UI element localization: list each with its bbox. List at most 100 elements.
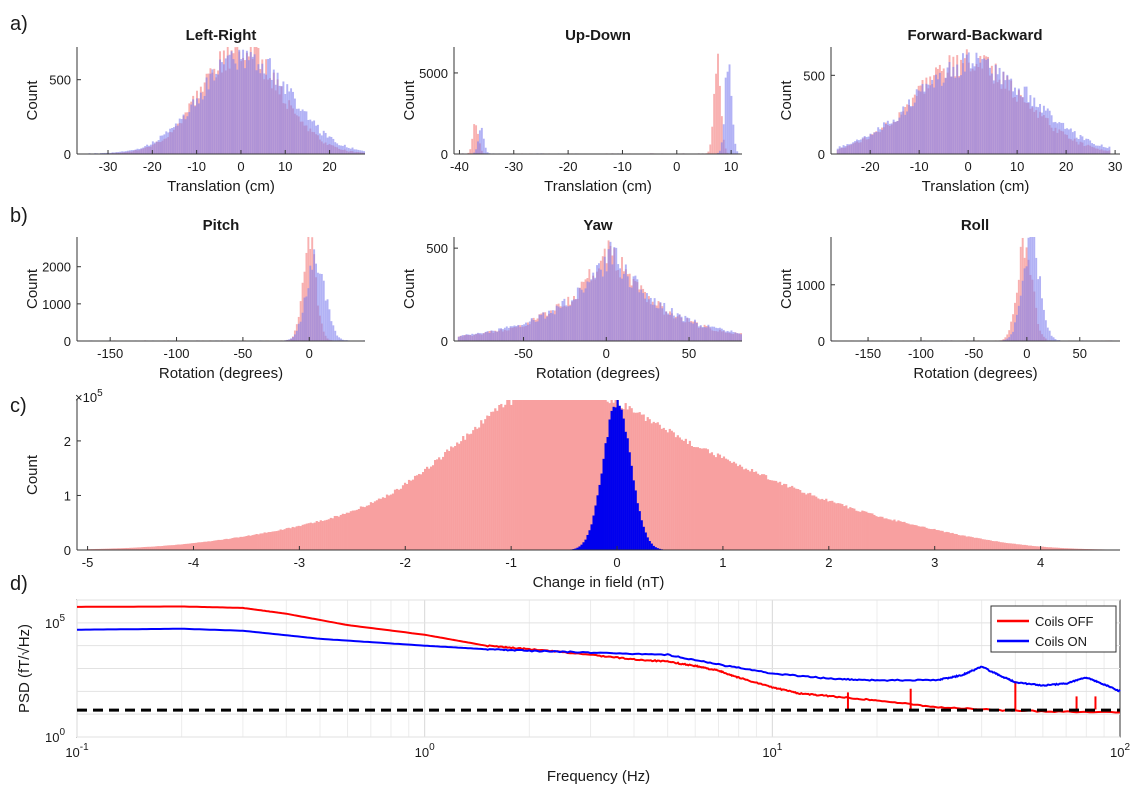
histogram-bar [1050, 335, 1053, 341]
histogram-bar [670, 308, 673, 341]
histogram-bar [958, 77, 961, 154]
y-tick-label: 500 [426, 241, 448, 256]
x-tick-label: 0 [237, 159, 244, 174]
histogram-bar [466, 433, 469, 550]
histogram-bar [169, 545, 172, 550]
histogram-bar [157, 140, 160, 154]
histogram-bar [937, 530, 940, 550]
histogram-bar [856, 139, 858, 154]
histogram-bar [695, 322, 698, 341]
y-tick-label: 0 [64, 334, 71, 349]
histogram-bar [875, 132, 878, 154]
histogram-bar [1048, 110, 1051, 154]
histogram-bar [347, 147, 350, 154]
histogram-bar [1035, 546, 1038, 550]
histogram-bar [471, 333, 474, 341]
histogram-bar [694, 319, 696, 341]
histogram-bar [119, 151, 122, 154]
histogram-bar [245, 536, 248, 550]
histogram-bar [267, 532, 270, 550]
histogram-bar [1046, 327, 1049, 341]
histogram-bar [536, 400, 539, 550]
histogram-bar [227, 539, 230, 550]
histogram-bar [303, 297, 306, 341]
histogram-bar [636, 279, 639, 341]
chart-title: Roll [961, 217, 989, 234]
histogram-bar [238, 49, 241, 154]
histogram-bar [171, 127, 173, 154]
histogram-bar [789, 486, 792, 550]
histogram-bar [460, 441, 463, 550]
histogram-bar [716, 453, 720, 550]
histogram-bar [1081, 548, 1085, 550]
histogram-bar [754, 471, 758, 550]
histogram-bar [480, 333, 483, 341]
chart-title: Pitch [203, 217, 240, 234]
histogram-bar [848, 144, 851, 154]
histogram-bar [415, 475, 419, 550]
histogram-bar [933, 528, 936, 550]
histogram-bar [185, 543, 188, 550]
histogram-bar [196, 98, 198, 154]
histogram-bar [720, 328, 723, 341]
histogram-bar [528, 321, 531, 341]
histogram-bar [111, 152, 114, 154]
histogram-bar [1012, 91, 1015, 154]
histogram-bar [715, 327, 718, 341]
histogram-bar [161, 135, 164, 154]
histogram-bar [805, 494, 808, 550]
histogram-bar [141, 547, 144, 550]
histogram-bar [615, 247, 618, 341]
histogram-bar [333, 515, 336, 550]
histogram-bar [630, 465, 633, 550]
histogram-bar [207, 541, 210, 550]
histogram-bar [1023, 544, 1026, 550]
histogram-bar [1067, 129, 1070, 154]
histogram-bar [226, 55, 229, 155]
histogram-bar [574, 400, 577, 550]
histogram-bar [484, 147, 487, 154]
histogram-bar [426, 466, 429, 550]
histogram-bar [322, 280, 325, 341]
x-axis-label: Rotation (degrees) [536, 365, 660, 382]
histogram-bar [109, 548, 112, 550]
histogram-bar [175, 544, 178, 550]
histogram-bar [377, 498, 381, 550]
x-tick-label: 10 [1010, 159, 1024, 174]
x-tick-label: -10 [187, 159, 206, 174]
histogram-bar [659, 302, 662, 341]
histogram-bar [1094, 145, 1097, 154]
histogram-bar [686, 443, 689, 550]
histogram-bar [562, 400, 565, 550]
histogram-bar [728, 64, 731, 154]
histogram-bar [373, 501, 377, 550]
histogram-bar [1019, 96, 1022, 154]
histogram-bar [948, 62, 951, 155]
histogram-bar [787, 487, 790, 550]
histogram-bar [1085, 138, 1088, 154]
histogram-bar [960, 75, 963, 154]
histogram-bar [1008, 337, 1011, 341]
histogram-bar [534, 321, 537, 341]
histogram-bar [1027, 102, 1030, 154]
histogram-bar [251, 535, 254, 550]
histogram-bar [712, 455, 716, 550]
histogram-bar [550, 400, 553, 550]
histogram-bar [1044, 110, 1047, 154]
histogram-bar [179, 544, 182, 550]
histogram-bar [1035, 257, 1038, 341]
histogram-bar [330, 321, 333, 341]
histogram-bar [730, 95, 733, 154]
histogram-bar [1019, 295, 1022, 341]
histogram-bar [151, 546, 154, 550]
histogram-bar [823, 499, 826, 550]
histogram-bar [532, 400, 535, 550]
histogram-bar [574, 299, 577, 341]
histogram-bar [197, 103, 200, 154]
histogram-bar [728, 461, 732, 550]
histogram-bar [672, 315, 675, 341]
histogram-bar [621, 278, 623, 341]
histogram-bar [1089, 140, 1092, 154]
histogram-bar [138, 149, 141, 154]
